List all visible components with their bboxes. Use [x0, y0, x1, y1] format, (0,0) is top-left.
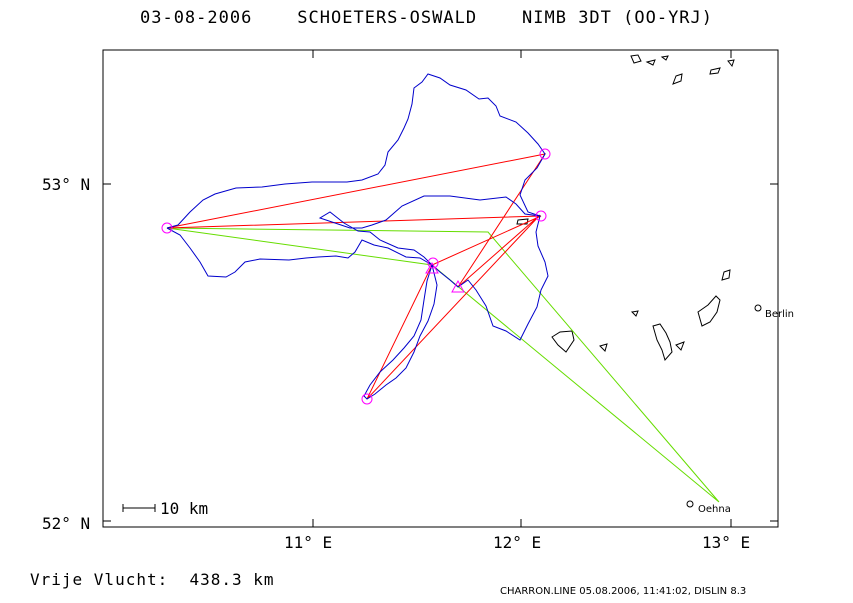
turnpoint-markers	[161, 148, 551, 405]
footer-info: CHARRON.LINE 05.08.2006, 11:41:02, DISLI…	[500, 586, 747, 597]
turnpoint-1	[161, 222, 173, 234]
flight-distance: Vrije Vlucht: 438.3 km	[30, 570, 275, 589]
axis-ticks	[103, 50, 778, 527]
berlin-marker	[754, 304, 762, 312]
turnpoint-7-triangle	[425, 262, 439, 274]
gps-track-inner	[318, 195, 541, 400]
flight-date: 03-08-2006	[139, 8, 253, 28]
turnpoint-4	[427, 257, 439, 269]
berlin-label: Berlin	[765, 309, 794, 320]
turnpoint-2	[539, 148, 551, 160]
lat-label-52: 52° N	[42, 514, 90, 533]
aircraft-id: NIMB 3DT (OO-YRJ)	[522, 8, 714, 28]
turnpoint-5	[361, 393, 373, 405]
pilot-names: SCHOETERS-OSWALD	[297, 8, 478, 28]
task-legs	[166, 153, 547, 400]
oehna-marker	[686, 500, 694, 508]
oehna-label: Oehna	[698, 504, 731, 515]
gps-track	[166, 73, 549, 341]
lat-label-53: 53° N	[42, 175, 90, 194]
turnpoint-6-triangle	[451, 279, 465, 293]
scale-bar-label: 10 km	[160, 499, 208, 518]
scale-bar	[122, 504, 156, 512]
free-flight-legs	[166, 227, 720, 503]
plot-frame	[102, 49, 779, 528]
map-title: 03-08-2006 SCHOETERS-OSWALD NIMB 3DT (OO…	[0, 8, 853, 28]
lakes-outline	[516, 54, 735, 362]
lon-label-11: 11° E	[284, 533, 332, 552]
lon-label-12: 12° E	[493, 533, 541, 552]
lon-label-13: 13° E	[702, 533, 750, 552]
turnpoint-3	[535, 210, 547, 222]
